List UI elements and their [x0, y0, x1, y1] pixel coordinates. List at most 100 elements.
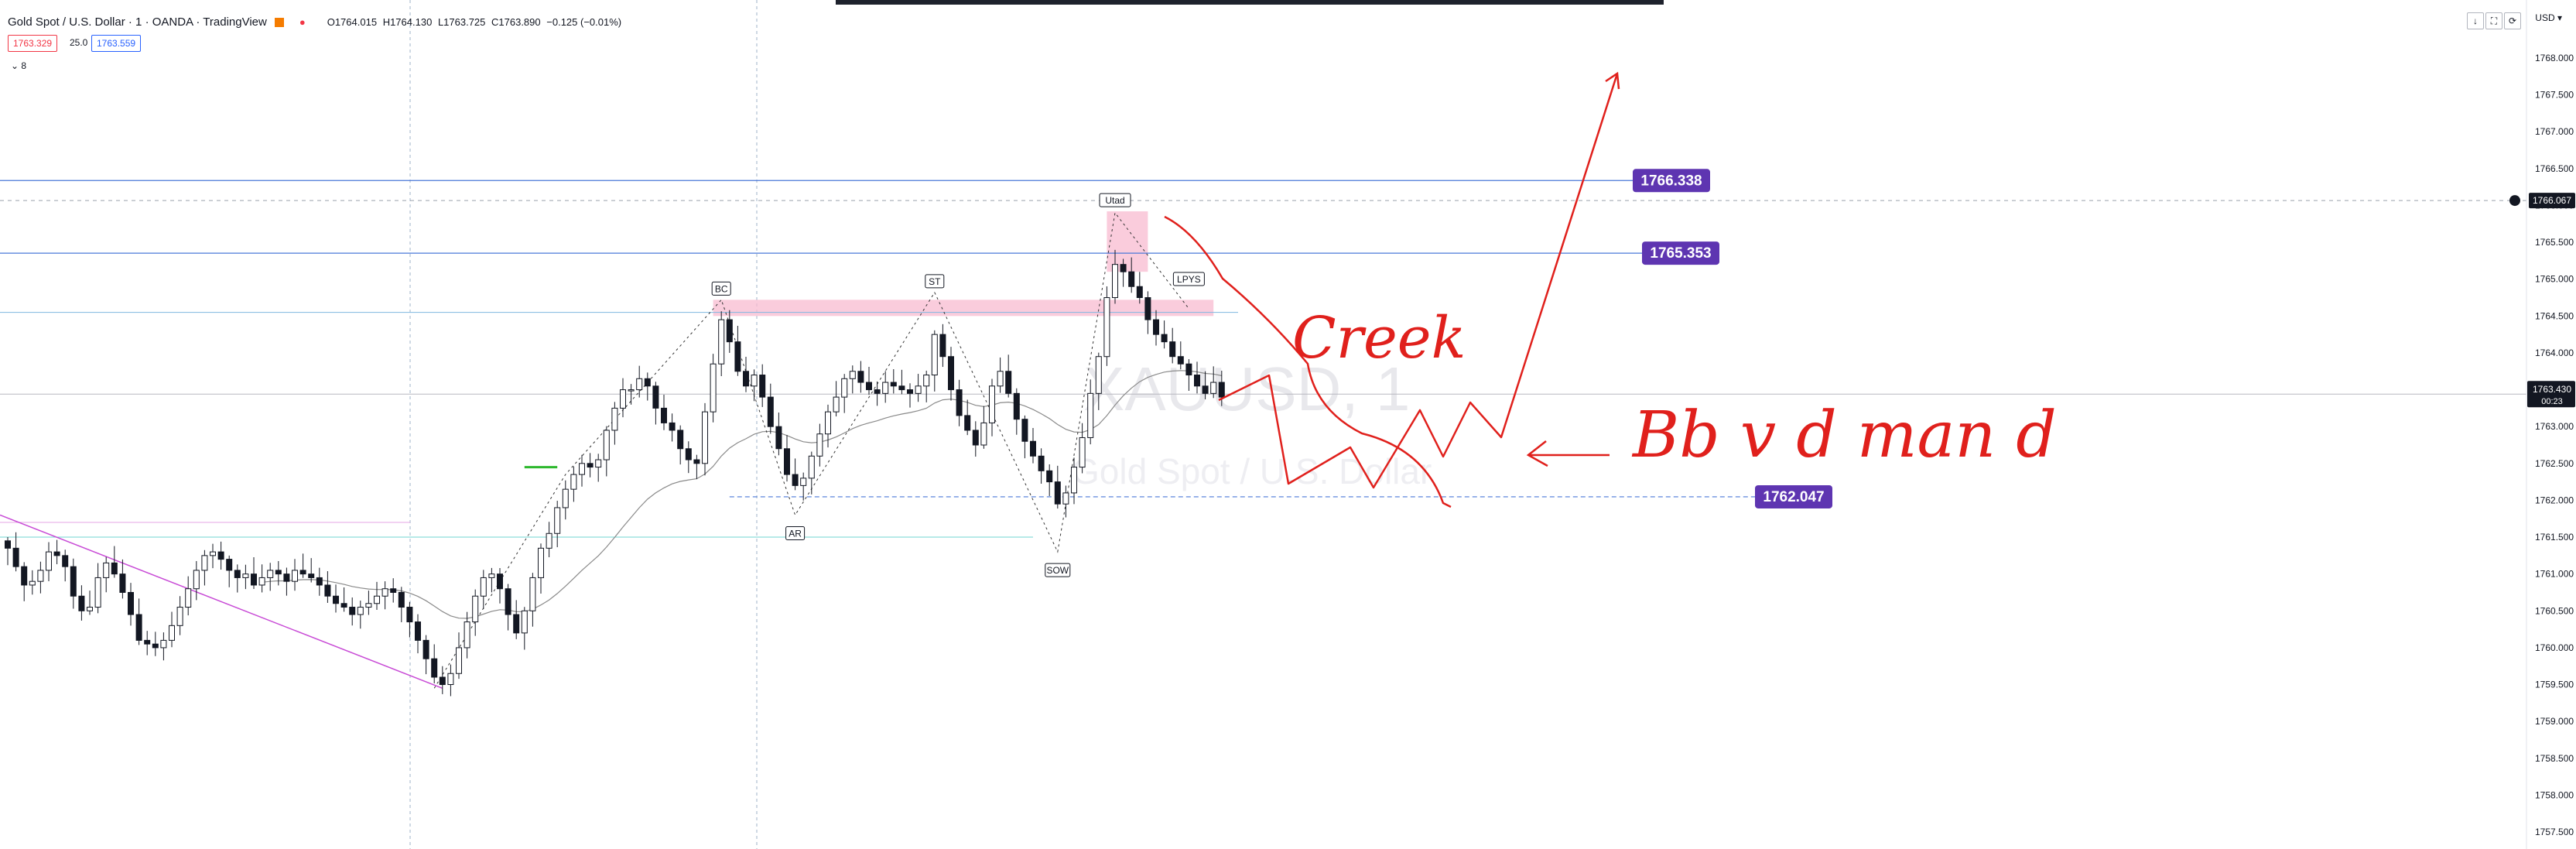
price-tick-label: 1759.000: [2535, 716, 2574, 727]
wyckoff-label-box: [1045, 563, 1071, 577]
candle: [513, 600, 520, 639]
candle-body: [890, 382, 897, 387]
buy-button[interactable]: 1763.559: [91, 35, 142, 52]
candle: [488, 567, 495, 593]
candle: [816, 423, 823, 467]
candle: [956, 379, 963, 426]
candle-body: [111, 562, 118, 575]
candle-body: [800, 478, 807, 486]
candle: [94, 563, 101, 614]
candle-body: [283, 573, 290, 582]
candle: [381, 581, 388, 610]
candle: [267, 563, 274, 591]
candle: [997, 357, 1004, 393]
candle-body: [1005, 371, 1012, 394]
supply-zone: [713, 300, 1214, 317]
candle: [948, 347, 954, 401]
candle: [1046, 464, 1053, 496]
price-tick-label: 1760.500: [2535, 605, 2574, 616]
candle-body: [767, 396, 774, 427]
candle: [324, 571, 331, 603]
candle: [242, 564, 249, 590]
price-tick-label: 1765.500: [2535, 237, 2574, 248]
candle: [907, 383, 913, 408]
candle: [931, 330, 938, 392]
currency-selector[interactable]: USD ▾: [2535, 12, 2562, 23]
candle: [1054, 465, 1061, 509]
fullscreen-icon[interactable]: ⛶: [2485, 12, 2502, 29]
candle-body: [1153, 319, 1159, 335]
price-tick-label: 1764.500: [2535, 310, 2574, 321]
candle-body: [661, 407, 667, 423]
candle-body: [833, 396, 840, 413]
price-tick-label: 1761.500: [2535, 532, 2574, 543]
level-tag-label: 1766.338: [1640, 173, 1702, 189]
candle: [299, 553, 306, 578]
candle: [874, 381, 881, 406]
candle: [849, 365, 856, 394]
candle-body: [718, 319, 725, 365]
candle-body: [12, 547, 19, 567]
candle-body: [620, 389, 626, 409]
candle-body: [1210, 382, 1217, 394]
candle-body: [841, 378, 848, 398]
candle: [792, 458, 799, 491]
candle-body: [579, 463, 585, 475]
candle-body: [374, 595, 380, 604]
wyckoff-label-sow: SOW: [1046, 565, 1069, 576]
trendline: [0, 514, 443, 689]
candle: [611, 402, 618, 445]
grid-layer: [409, 0, 758, 849]
candle-body: [275, 570, 282, 575]
candle: [710, 354, 717, 423]
level-tag: [1633, 169, 1710, 193]
visibility-icon[interactable]: ●: [299, 16, 306, 28]
candle: [980, 406, 987, 449]
candle-body: [611, 407, 618, 431]
candle-body: [217, 551, 224, 560]
candle-body: [1062, 492, 1069, 505]
candle: [505, 584, 511, 631]
price-tick-label: 1763.000: [2535, 421, 2574, 432]
candle: [152, 632, 159, 656]
indicators-toggle[interactable]: ⌄ 8: [11, 60, 26, 71]
candle-body: [242, 573, 249, 578]
candle-body: [570, 474, 577, 490]
candle: [743, 357, 749, 392]
symbol-title[interactable]: Gold Spot / U.S. Dollar · 1 · OANDA · Tr…: [8, 15, 267, 29]
scroll-down-icon[interactable]: ↓: [2467, 12, 2484, 29]
candle-body: [849, 371, 856, 379]
sell-button[interactable]: 1763.329: [8, 35, 58, 52]
watermark-symbol: XAUUSD, 1: [1083, 354, 1410, 423]
candle: [374, 581, 380, 611]
candle-body: [956, 389, 963, 416]
candle: [620, 378, 626, 418]
candle-body: [784, 448, 790, 475]
chart-legend: Gold Spot / U.S. Dollar · 1 · OANDA · Tr…: [8, 15, 624, 29]
current-price-tag: [2527, 381, 2575, 408]
refresh-icon[interactable]: ⟳: [2504, 12, 2521, 29]
candle: [521, 607, 528, 650]
price-tick-label: 1762.500: [2535, 458, 2574, 469]
close-value: C1763.890: [491, 16, 541, 28]
candle: [169, 611, 175, 648]
candle-body: [29, 580, 36, 586]
candle-body: [37, 570, 44, 582]
candle-body: [743, 371, 749, 387]
price-axis: 1768.0001767.5001767.0001766.5001766.000…: [2509, 0, 2575, 849]
candle: [685, 441, 692, 474]
candle-body: [1095, 356, 1102, 394]
price-tick-label: 1767.500: [2535, 90, 2574, 101]
candle-body: [546, 532, 552, 549]
price-tick-label: 1760.000: [2535, 642, 2574, 653]
candle: [751, 369, 758, 402]
candle: [308, 558, 315, 583]
candle-body: [1071, 467, 1077, 494]
candle: [661, 395, 667, 430]
candle-body: [603, 430, 610, 460]
candle-body: [439, 676, 446, 686]
wyckoff-label-ar: AR: [789, 528, 802, 539]
candle-body: [308, 573, 315, 578]
candle: [964, 399, 971, 436]
